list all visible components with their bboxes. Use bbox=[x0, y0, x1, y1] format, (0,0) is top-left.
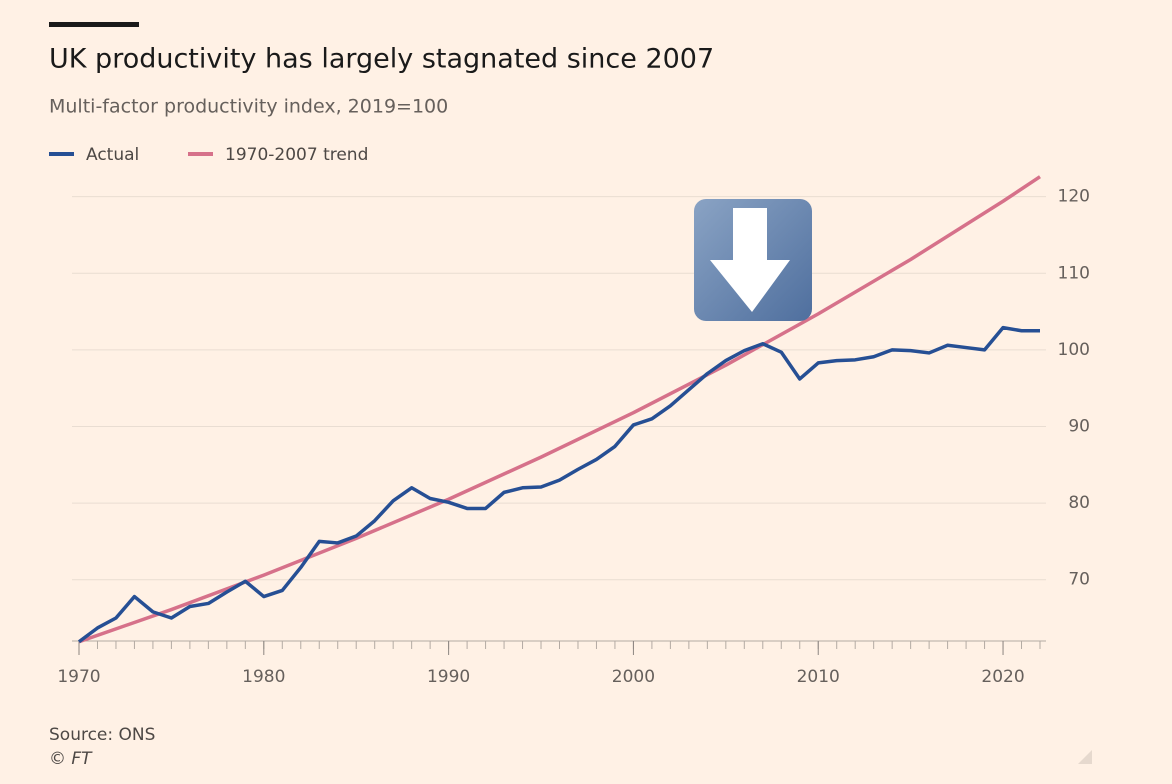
x-tick-label: 2000 bbox=[612, 667, 655, 687]
x-tick-label: 1970 bbox=[57, 667, 100, 687]
y-tick-label: 110 bbox=[1058, 263, 1090, 283]
line-series bbox=[77, 325, 1040, 644]
x-tick-label: 1980 bbox=[242, 667, 285, 687]
x-tick-label: 2020 bbox=[981, 667, 1024, 687]
y-tick-label: 120 bbox=[1058, 187, 1090, 207]
x-tick-label: 2010 bbox=[797, 667, 840, 687]
credit: © FT bbox=[49, 749, 93, 769]
x-tick-label: 1990 bbox=[427, 667, 470, 687]
title-bar bbox=[49, 22, 139, 27]
source: Source: ONS bbox=[49, 725, 155, 745]
y-tick-label: 70 bbox=[1068, 570, 1090, 590]
legend-label: Actual bbox=[86, 145, 139, 165]
chart-title: UK productivity has largely stagnated si… bbox=[49, 44, 714, 75]
y-tick-label: 80 bbox=[1068, 493, 1090, 513]
line-series bbox=[78, 175, 1041, 644]
resize-handle bbox=[1078, 750, 1092, 764]
chart-subtitle: Multi-factor productivity index, 2019=10… bbox=[49, 96, 448, 118]
icon-arrow bbox=[710, 208, 790, 312]
y-tick-label: 90 bbox=[1068, 416, 1090, 436]
legend-label: 1970-2007 trend bbox=[225, 145, 368, 165]
down-arrow-icon bbox=[694, 199, 812, 321]
y-tick-label: 100 bbox=[1058, 340, 1090, 360]
plot-area: 70 80 90 100 110 120 1970 1980 1990 2000 2010 2020 bbox=[57, 175, 1090, 687]
